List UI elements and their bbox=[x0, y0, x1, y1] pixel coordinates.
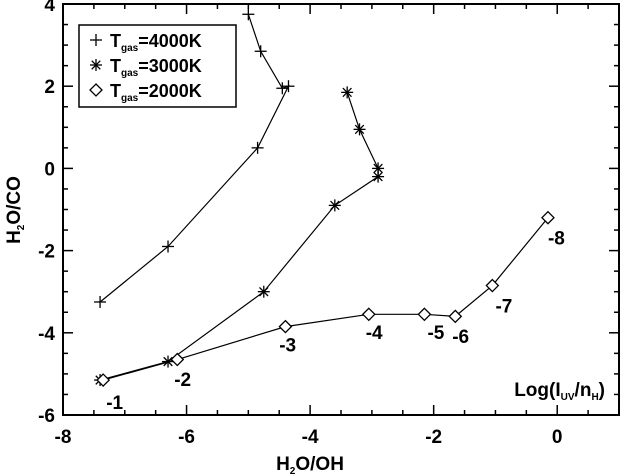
legend-label-sub: gas bbox=[121, 68, 139, 79]
y-axis-title-main: H bbox=[4, 230, 25, 244]
legend-label-prefix: T bbox=[110, 81, 121, 101]
legend-box bbox=[78, 24, 237, 108]
series-line-2 bbox=[102, 217, 549, 381]
y-axis-title-rest: O/CO bbox=[4, 176, 25, 225]
data-point-1 bbox=[341, 86, 354, 99]
data-point-1 bbox=[257, 285, 270, 298]
data-point-0 bbox=[94, 295, 107, 308]
annot-sub-uv: UV bbox=[561, 392, 575, 403]
annot-suffix: ) bbox=[599, 380, 605, 401]
data-point-2-shape bbox=[170, 352, 185, 367]
data-point-2 bbox=[361, 307, 376, 322]
legend-label-1: Tgas=3000K bbox=[110, 56, 202, 79]
point-label: -2 bbox=[174, 370, 191, 391]
legend-marker-1 bbox=[90, 59, 102, 71]
data-point-2 bbox=[417, 307, 432, 322]
data-point-2 bbox=[485, 278, 500, 293]
annot-sub-h: H bbox=[591, 392, 598, 403]
legend-label-prefix: T bbox=[110, 56, 121, 76]
annot-prefix: Log(I bbox=[514, 380, 560, 401]
y-tick-label: -6 bbox=[38, 406, 55, 427]
log-iuv-annotation: Log(IUV/nH) bbox=[514, 380, 605, 403]
point-label: -1 bbox=[106, 393, 123, 414]
data-point-0 bbox=[251, 141, 264, 154]
x-tick-label: 0 bbox=[552, 427, 563, 448]
data-point-2-shape bbox=[361, 307, 376, 322]
data-point-1-d2 bbox=[163, 356, 173, 367]
data-point-2-shape bbox=[417, 307, 432, 322]
data-point-0 bbox=[276, 82, 289, 95]
series-line-1 bbox=[99, 92, 379, 381]
data-point-2 bbox=[278, 319, 293, 334]
legend-label-value: =3000K bbox=[138, 56, 202, 76]
point-label: -3 bbox=[279, 335, 296, 356]
x-tick-label: -2 bbox=[425, 427, 442, 448]
data-point-2-shape bbox=[96, 373, 111, 387]
data-point-2-shape bbox=[485, 278, 500, 293]
data-point-1-d2 bbox=[342, 87, 352, 98]
x-tick-label: -8 bbox=[55, 427, 72, 448]
y-tick-label: 4 bbox=[44, 0, 55, 16]
data-point-1-d2 bbox=[354, 124, 365, 135]
axis-ticks bbox=[62, 3, 620, 416]
legend-label-value: =2000K bbox=[138, 81, 202, 101]
data-point-1-d2 bbox=[259, 286, 269, 297]
data-point-0 bbox=[254, 45, 267, 58]
data-point-1 bbox=[162, 355, 175, 368]
legend-label-0: Tgas=4000K bbox=[110, 31, 202, 54]
data-point-1 bbox=[372, 162, 385, 175]
data-point-1 bbox=[353, 123, 366, 136]
legend-marker-2-shape bbox=[89, 83, 103, 97]
data-point-0 bbox=[242, 8, 255, 21]
legend-label-value: =4000K bbox=[138, 31, 202, 51]
y-tick-label: 2 bbox=[44, 77, 55, 98]
data-point-2 bbox=[96, 373, 111, 387]
point-label: -8 bbox=[548, 228, 565, 249]
data-point-2 bbox=[448, 309, 463, 324]
annot-mid: /n bbox=[575, 380, 592, 401]
legend-marker-0 bbox=[90, 34, 102, 46]
legend-label-sub: gas bbox=[121, 93, 139, 104]
data-point-1-d2 bbox=[373, 171, 383, 182]
data-point-2-shape bbox=[448, 309, 463, 324]
y-axis-title-sub: 2 bbox=[16, 224, 27, 230]
data-point-2 bbox=[170, 352, 185, 367]
legend-label-2: Tgas=2000K bbox=[110, 81, 202, 104]
data-point-0 bbox=[282, 80, 295, 93]
legend-label-prefix: T bbox=[110, 31, 121, 51]
data-point-1-d2 bbox=[373, 163, 383, 174]
legend-marker-1-d2 bbox=[91, 60, 101, 70]
x-tick-label: -6 bbox=[178, 427, 195, 448]
data-point-2-shape bbox=[541, 210, 555, 225]
legend-marker-2 bbox=[89, 83, 103, 97]
x-axis-title-rest: O/OH bbox=[295, 454, 344, 474]
point-label: -4 bbox=[366, 323, 383, 344]
series-group bbox=[94, 8, 555, 387]
point-label: -7 bbox=[495, 296, 512, 317]
x-axis-title: H2O/OH bbox=[276, 454, 344, 474]
y-axis-title: H2O/CO bbox=[4, 176, 27, 244]
data-point-1-d2 bbox=[330, 200, 340, 211]
x-axis-title-main: H bbox=[276, 454, 290, 474]
data-point-2 bbox=[541, 210, 555, 225]
point-label: -6 bbox=[452, 327, 469, 348]
data-point-0 bbox=[162, 240, 175, 253]
legend-label-sub: gas bbox=[121, 43, 139, 54]
data-point-2-shape bbox=[278, 319, 293, 334]
y-tick-label: 0 bbox=[44, 159, 55, 180]
x-tick-label: -4 bbox=[302, 427, 319, 448]
point-label: -5 bbox=[427, 323, 444, 344]
y-tick-label: -4 bbox=[38, 324, 55, 345]
x-axis-title-sub: 2 bbox=[290, 466, 296, 474]
point-labels: -1 -2 -3 -4 -5 -6 -7 -8 bbox=[106, 228, 565, 413]
data-point-1 bbox=[328, 199, 341, 212]
y-tick-label: -2 bbox=[38, 242, 55, 263]
